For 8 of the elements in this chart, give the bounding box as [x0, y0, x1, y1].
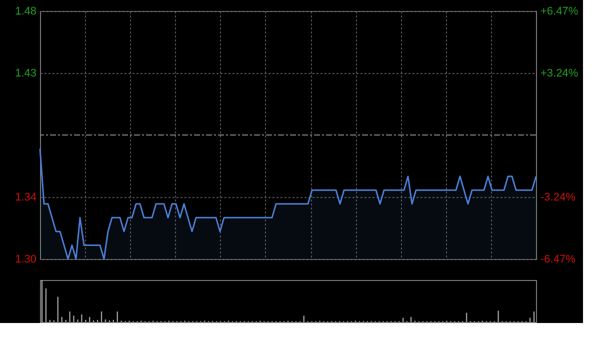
y-tick-label: 1.34: [15, 192, 36, 204]
y2-tick-label: -3.24%: [540, 192, 576, 204]
y-tick-label: 1.30: [15, 254, 36, 266]
y2-tick-label: +3.24%: [540, 67, 578, 80]
y-tick-label: 1.43: [15, 68, 36, 80]
y-tick-label: 1.48: [15, 6, 36, 18]
y2-tick-label: -6.47%: [540, 254, 576, 266]
y2-tick-label: +6.47%: [540, 6, 578, 18]
